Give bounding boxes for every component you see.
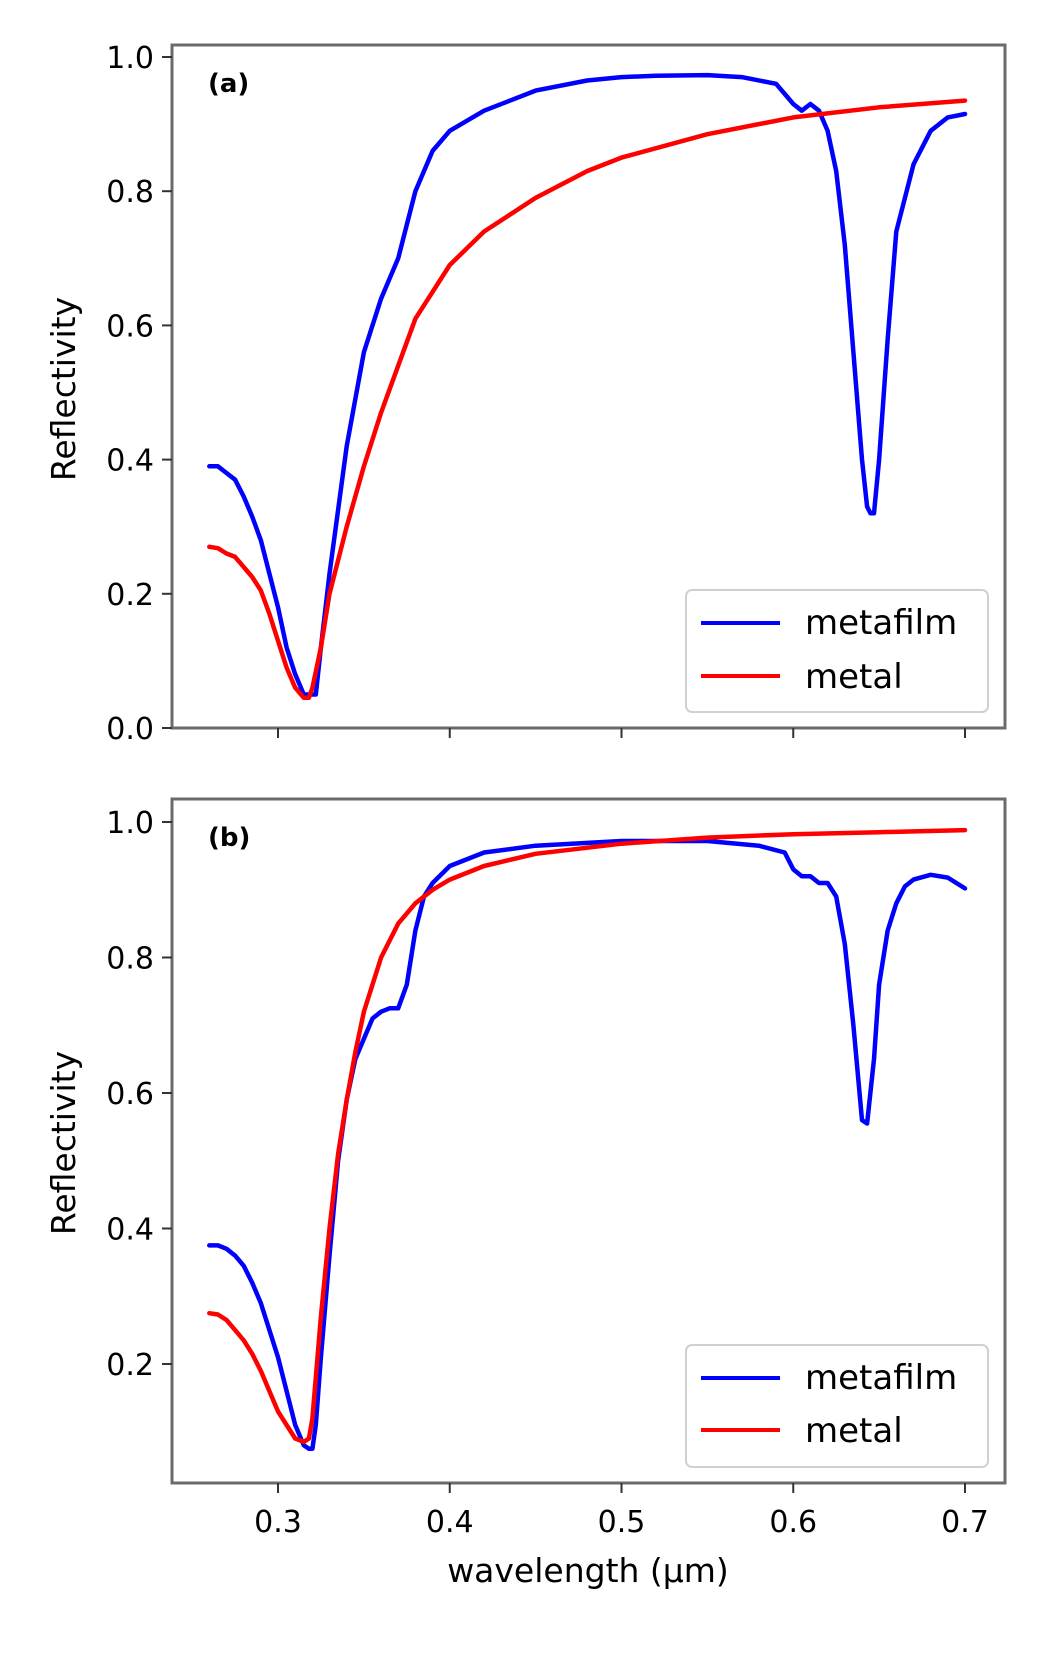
panel-b-xtick-label: 0.5 <box>598 1505 646 1540</box>
panel-b-ytick-label: 0.6 <box>106 1077 154 1112</box>
panel-a-legend-box <box>685 589 989 713</box>
panel-b-x-ticks: 0.3 0.4 0.5 0.6 0.7 <box>254 1483 989 1540</box>
panel-b: 0.2 0.4 0.6 0.8 1.0 0.3 0.4 0.5 0.6 0.7 (b) Refl… <box>44 797 1007 1540</box>
panel-b-ytick-label: 0.4 <box>106 1213 154 1248</box>
panel-b-legend-label-metal: metal <box>805 1411 903 1451</box>
panel-a-y-ticks: 0.0 0.2 0.4 0.6 0.8 1.0 <box>106 41 172 747</box>
panel-b-legend: metafilm metal <box>685 1344 989 1468</box>
panel-b-legend-box <box>685 1344 989 1468</box>
panel-b-series-metal <box>207 827 968 1445</box>
panel-b-ytick-label: 1.0 <box>106 806 154 841</box>
panel-b-xtick-label: 0.4 <box>426 1505 474 1540</box>
panel-a-ytick-label: 0.6 <box>106 309 154 344</box>
panel-a-ytick-label: 0.4 <box>106 444 154 479</box>
panel-b-ytick-label: 0.8 <box>106 942 154 977</box>
panel-a-ylabel: Reflectivity <box>44 297 83 481</box>
panel-b-ytick-label: 0.2 <box>106 1348 154 1383</box>
panel-a-label: (a) <box>208 69 249 99</box>
panel-b-legend-label-metafilm: metafilm <box>805 1358 957 1398</box>
panel-a-ytick-label: 1.0 <box>106 41 154 76</box>
panel-a-ytick-label: 0.2 <box>106 578 154 613</box>
panel-a-ytick-label: 0.8 <box>106 175 154 210</box>
panel-b-xtick-label: 0.6 <box>769 1505 817 1540</box>
panel-b-label: (b) <box>208 823 250 853</box>
panel-a-x-ticks <box>277 728 966 738</box>
panel-b-series <box>207 827 968 1451</box>
panel-a-series <box>207 72 968 701</box>
panel-b-ylabel: Reflectivity <box>44 1051 83 1235</box>
panel-a-ytick-label: 0.0 <box>106 712 154 747</box>
x-axis-title: wavelength (μm) <box>447 1551 729 1590</box>
panel-a-series-metal <box>207 98 968 701</box>
panel-b-xtick-label: 0.7 <box>941 1505 989 1540</box>
panel-b-xtick-label: 0.3 <box>254 1505 302 1540</box>
panel-a-series-metafilm <box>207 72 968 697</box>
panel-a: 0.0 0.2 0.4 0.6 0.8 1.0 (a) Reflectivity meta… <box>44 41 1007 747</box>
panel-b-y-ticks: 0.2 0.4 0.6 0.8 1.0 <box>106 806 172 1383</box>
panel-a-legend-label-metal: metal <box>805 657 903 697</box>
panel-a-legend-label-metafilm: metafilm <box>805 603 957 643</box>
panel-a-legend: metafilm metal <box>685 589 989 713</box>
